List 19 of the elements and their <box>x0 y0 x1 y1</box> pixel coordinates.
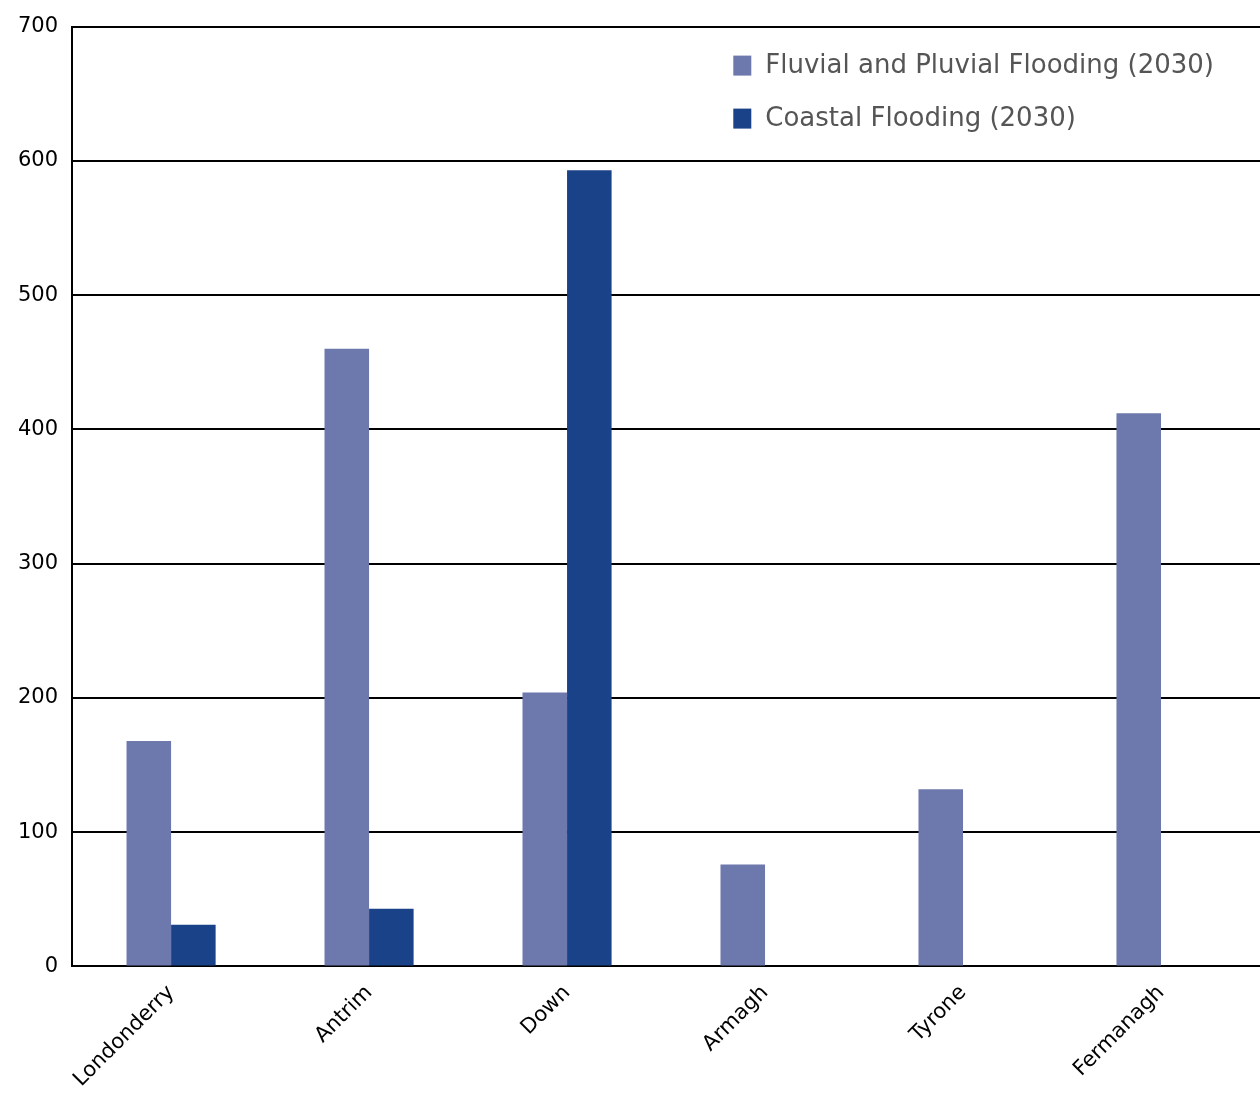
bar <box>1116 413 1162 966</box>
bar <box>324 348 370 966</box>
y-tick-label: 700 <box>17 13 59 38</box>
bar <box>171 924 216 966</box>
bar <box>567 170 612 966</box>
legend-label: Fluvial and Pluvial Flooding (2030) <box>765 49 1214 80</box>
bar <box>126 740 172 966</box>
y-tick-label: 100 <box>17 818 59 843</box>
y-tick-label: 500 <box>17 281 59 306</box>
y-tick-label: 200 <box>17 684 59 709</box>
bar <box>918 789 964 966</box>
bar <box>720 864 766 966</box>
y-tick-label: 600 <box>17 147 59 172</box>
y-tick-label: 0 <box>44 952 59 977</box>
legend-label: Coastal Flooding (2030) <box>765 102 1076 133</box>
bar <box>522 692 568 966</box>
y-tick-label: 300 <box>17 550 59 575</box>
y-tick-label: 400 <box>17 415 59 440</box>
bar <box>369 908 414 966</box>
